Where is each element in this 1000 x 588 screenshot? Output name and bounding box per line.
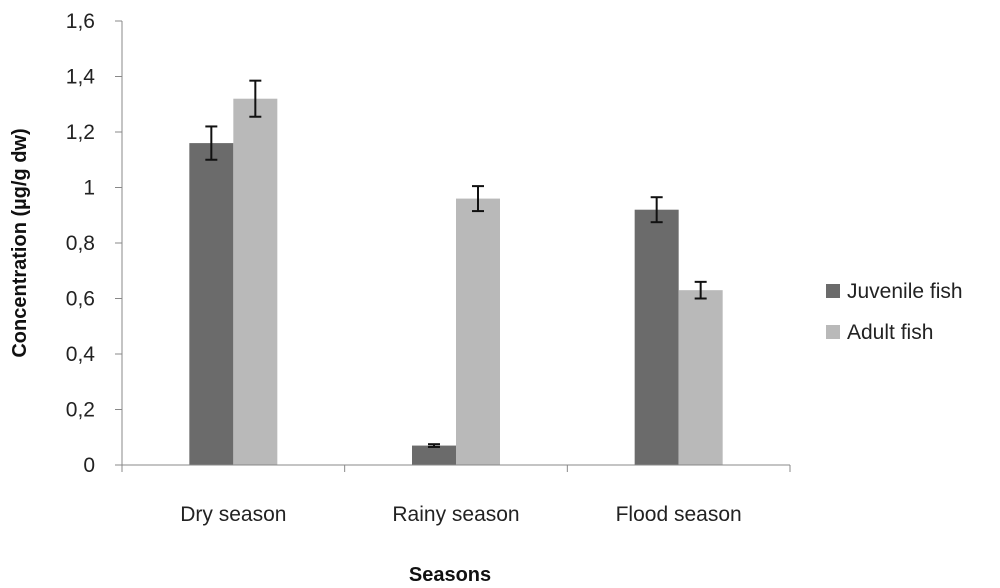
legend-swatch (826, 284, 840, 298)
y-tick-label: 0,2 (66, 399, 95, 422)
y-tick-label: 0,6 (66, 288, 95, 311)
y-tick-label: 1,2 (66, 121, 95, 144)
y-tick-label: 0,8 (66, 232, 95, 255)
x-axis-labels: Dry season Rainy season Flood season (121, 465, 791, 526)
legend-label: Adult fish (847, 321, 933, 344)
bar (678, 290, 723, 465)
legend-swatch (826, 325, 840, 339)
y-axis-title: Concentration (µg/g dw) (9, 128, 31, 357)
legend: Juvenile fish Adult fish (826, 280, 963, 344)
y-axis-ticks: 0 0,2 0,4 0,6 0,8 1 1,2 1,4 1,6 (66, 10, 122, 477)
x-axis-title: Seasons (409, 564, 491, 586)
y-tick-label: 1,4 (66, 66, 96, 89)
y-tick-label: 0 (83, 454, 95, 477)
x-tick-label: Flood season (616, 503, 742, 526)
x-tick-label: Dry season (180, 503, 286, 526)
axes: 0 0,2 0,4 0,6 0,8 1 1,2 1,4 1,6 Dry season Rainy … (66, 10, 791, 526)
x-tick-label: Rainy season (392, 503, 519, 526)
bar (233, 98, 278, 465)
bar (412, 445, 456, 465)
plot-area (189, 79, 723, 465)
legend-label: Juvenile fish (847, 280, 963, 303)
bar (189, 143, 234, 465)
y-tick-label: 1,6 (66, 10, 95, 33)
y-tick-label: 1 (83, 177, 95, 200)
bar (634, 209, 679, 465)
bar (456, 198, 500, 465)
y-tick-label: 0,4 (66, 343, 96, 366)
